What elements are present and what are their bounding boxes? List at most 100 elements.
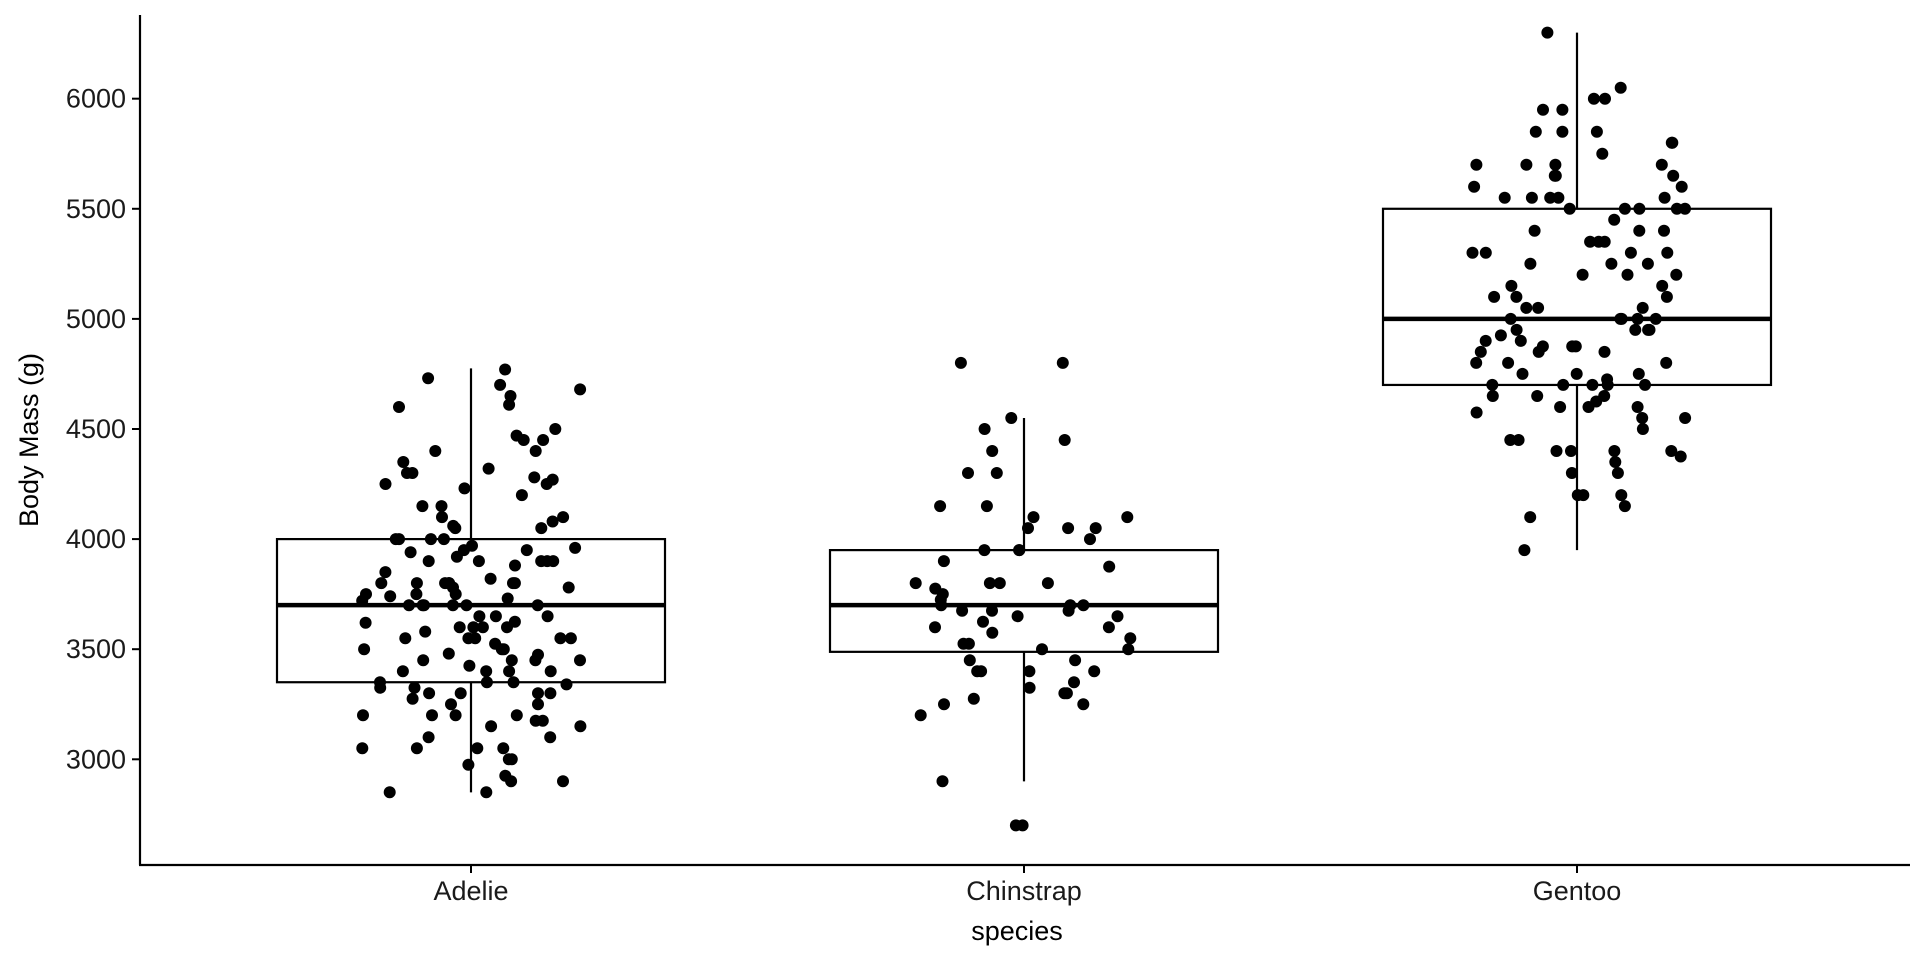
data-point [554,632,567,645]
data-point [396,665,409,678]
data-point [544,731,557,744]
data-point [546,515,559,528]
data-point [541,610,554,623]
data-point [485,720,498,733]
data-point [503,665,516,678]
data-point [986,445,999,457]
data-point [1557,378,1570,391]
data-point [384,590,397,603]
data-point [454,687,467,700]
data-point [507,676,520,689]
data-point [1466,246,1479,259]
data-point [532,687,544,700]
data-point [574,654,586,667]
data-point [480,665,493,678]
data-point [471,742,484,755]
x-axis-title: species [971,916,1063,946]
data-point [503,398,516,411]
data-point [436,511,448,524]
data-point [1532,301,1545,314]
data-point [449,588,462,601]
data-point [469,632,482,645]
data-point [1479,334,1492,347]
data-point [1571,489,1584,502]
data-point [1068,676,1080,689]
data-point [1670,268,1683,281]
data-point [978,423,991,435]
data-point [437,533,450,546]
data-point [980,500,993,513]
boxes-layer [275,32,1773,793]
data-point [1510,290,1523,303]
data-point [404,546,417,559]
data-point [520,544,533,557]
data-point [1102,621,1115,634]
data-point [1598,235,1611,248]
data-point [937,555,950,568]
data-point [1615,489,1628,502]
data-point [993,577,1006,590]
data-point [1525,191,1538,204]
iqr-box [275,537,667,684]
data-point [1532,345,1545,358]
data-point [446,599,459,612]
data-point [1665,445,1678,457]
data-point [936,775,949,788]
data-point [1556,103,1569,116]
data-point [1077,698,1090,711]
data-point [379,566,392,579]
data-point [403,599,415,612]
data-point [1550,445,1563,457]
data-point [393,401,405,413]
data-point [1510,323,1523,336]
data-point [482,462,495,475]
data-point [1618,500,1631,513]
data-point [1013,544,1026,557]
data-point [445,698,457,711]
data-point [1468,180,1481,193]
box-chinstrap [828,417,1220,782]
data-point [1608,445,1621,457]
data-point [379,478,392,490]
data-point [494,378,507,391]
data-point [1089,522,1102,535]
data-point [423,687,436,700]
data-point [537,434,550,446]
data-point [1504,312,1517,325]
data-point [1569,340,1582,353]
data-point [544,665,557,678]
data-point [1582,401,1595,413]
data-point [986,626,999,639]
box-gentoo [1381,32,1773,551]
x-axis-ticks: Adelie Chinstrap Gentoo [433,865,1621,906]
data-point [476,621,489,634]
data-point [557,511,570,524]
data-point [1058,687,1071,700]
data-point [1636,412,1649,424]
data-point [399,632,412,645]
data-point [359,616,372,629]
data-point [971,665,984,678]
data-point [426,709,438,722]
data-point [1621,268,1634,281]
data-point [1641,257,1654,270]
x-tick-label-gentoo: Gentoo [1533,876,1622,906]
data-point [1586,378,1599,391]
data-point [497,643,510,656]
data-point [501,621,513,634]
data-point [472,555,485,568]
data-point [1605,257,1618,270]
data-point [1601,378,1614,391]
data-point [963,654,976,667]
data-point [458,482,471,495]
data-point [528,471,541,484]
x-tick-label-chinstrap: Chinstrap [966,876,1082,906]
data-point [1537,103,1549,116]
y-tick-label: 6000 [66,84,126,114]
data-point [560,678,573,691]
y-tick-label: 5000 [66,304,126,334]
data-point [449,522,462,535]
data-point [557,775,569,788]
data-point [1565,467,1578,479]
data-point [1041,577,1054,590]
